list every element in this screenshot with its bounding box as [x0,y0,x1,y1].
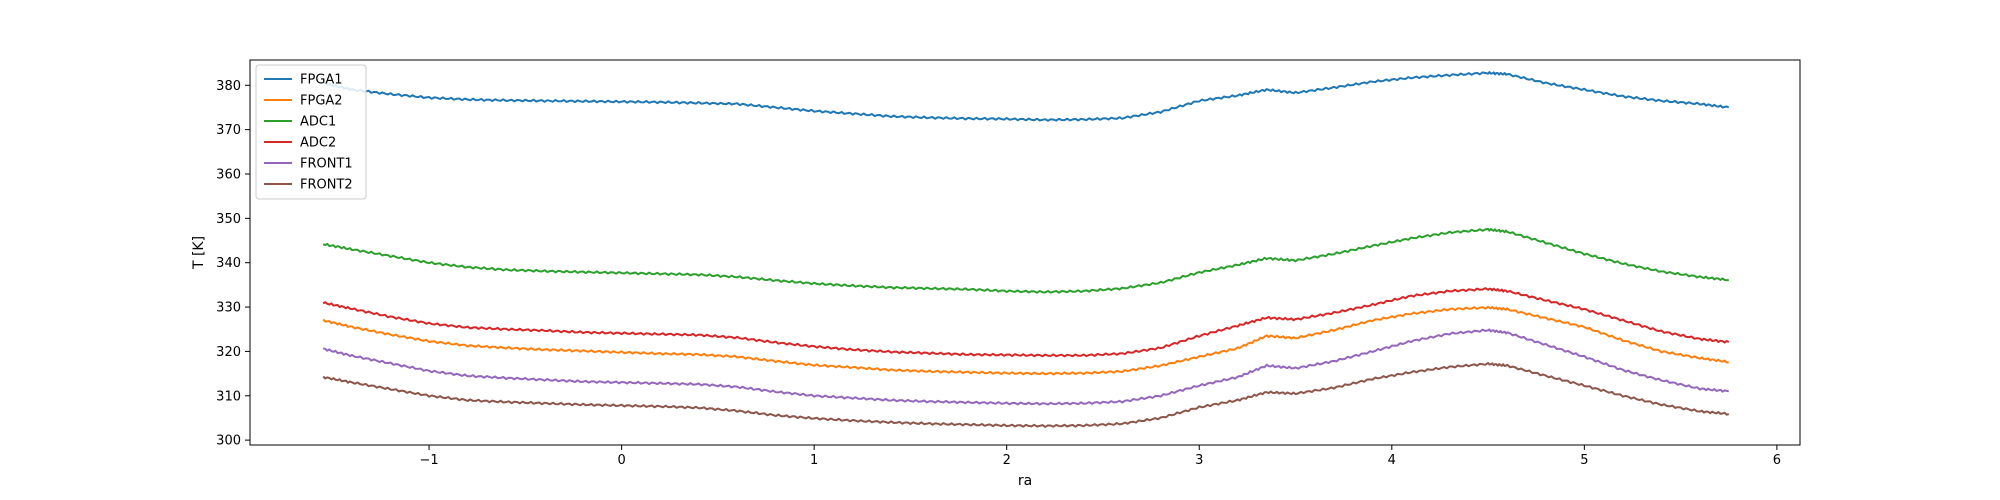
x-tick-label: 4 [1388,453,1396,468]
plot-frame [249,59,1801,446]
x-tick-label: 1 [810,453,818,468]
x-tick-label: 5 [1580,453,1588,468]
series-line-adc2 [322,287,1730,358]
y-tick-label: 360 [216,167,241,182]
y-tick-label: 300 [216,434,241,449]
legend-box [255,64,367,200]
legend-label-front2: FRONT2 [300,178,353,193]
x-tick-label: −1 [419,453,438,468]
x-tick-label: 0 [617,453,625,468]
plot-background [250,60,1800,445]
y-tick-label: 340 [216,256,241,271]
legend-label-adc2: ADC2 [300,136,336,151]
legend-label-adc1: ADC1 [300,115,336,130]
y-tick-label: 380 [216,79,241,94]
y-tick-label: 330 [216,301,241,316]
x-tick-label: 3 [1195,453,1203,468]
legend-label-front1: FRONT1 [300,157,353,172]
series-line-fpga2 [322,305,1729,376]
y-tick-label: 310 [216,389,241,404]
series-line-front1 [322,328,1729,406]
legend-label-fpga1: FPGA1 [300,73,343,88]
series-line-adc1 [322,227,1729,294]
series-line-fpga1 [323,71,1730,122]
x-tick-label: 2 [1003,453,1011,468]
legend: FPGA1 FPGA2 ADC1 ADC2 FRONT1 FRONT2 [255,64,367,200]
y-tick-label: 370 [216,123,241,138]
x-axis: −1 0 1 2 3 4 5 6 [419,445,1781,468]
y-tick-label: 320 [216,345,241,360]
y-tick-label: 350 [216,212,241,227]
series-layer [322,71,1730,428]
x-axis-label: ra [1018,473,1032,489]
series-line-front2 [322,361,1730,428]
y-axis-label: T [K] [191,236,207,270]
y-axis: 300 310 320 330 340 350 360 370 380 [216,79,250,449]
x-tick-label: 6 [1773,453,1781,468]
legend-label-fpga2: FPGA2 [300,94,343,109]
